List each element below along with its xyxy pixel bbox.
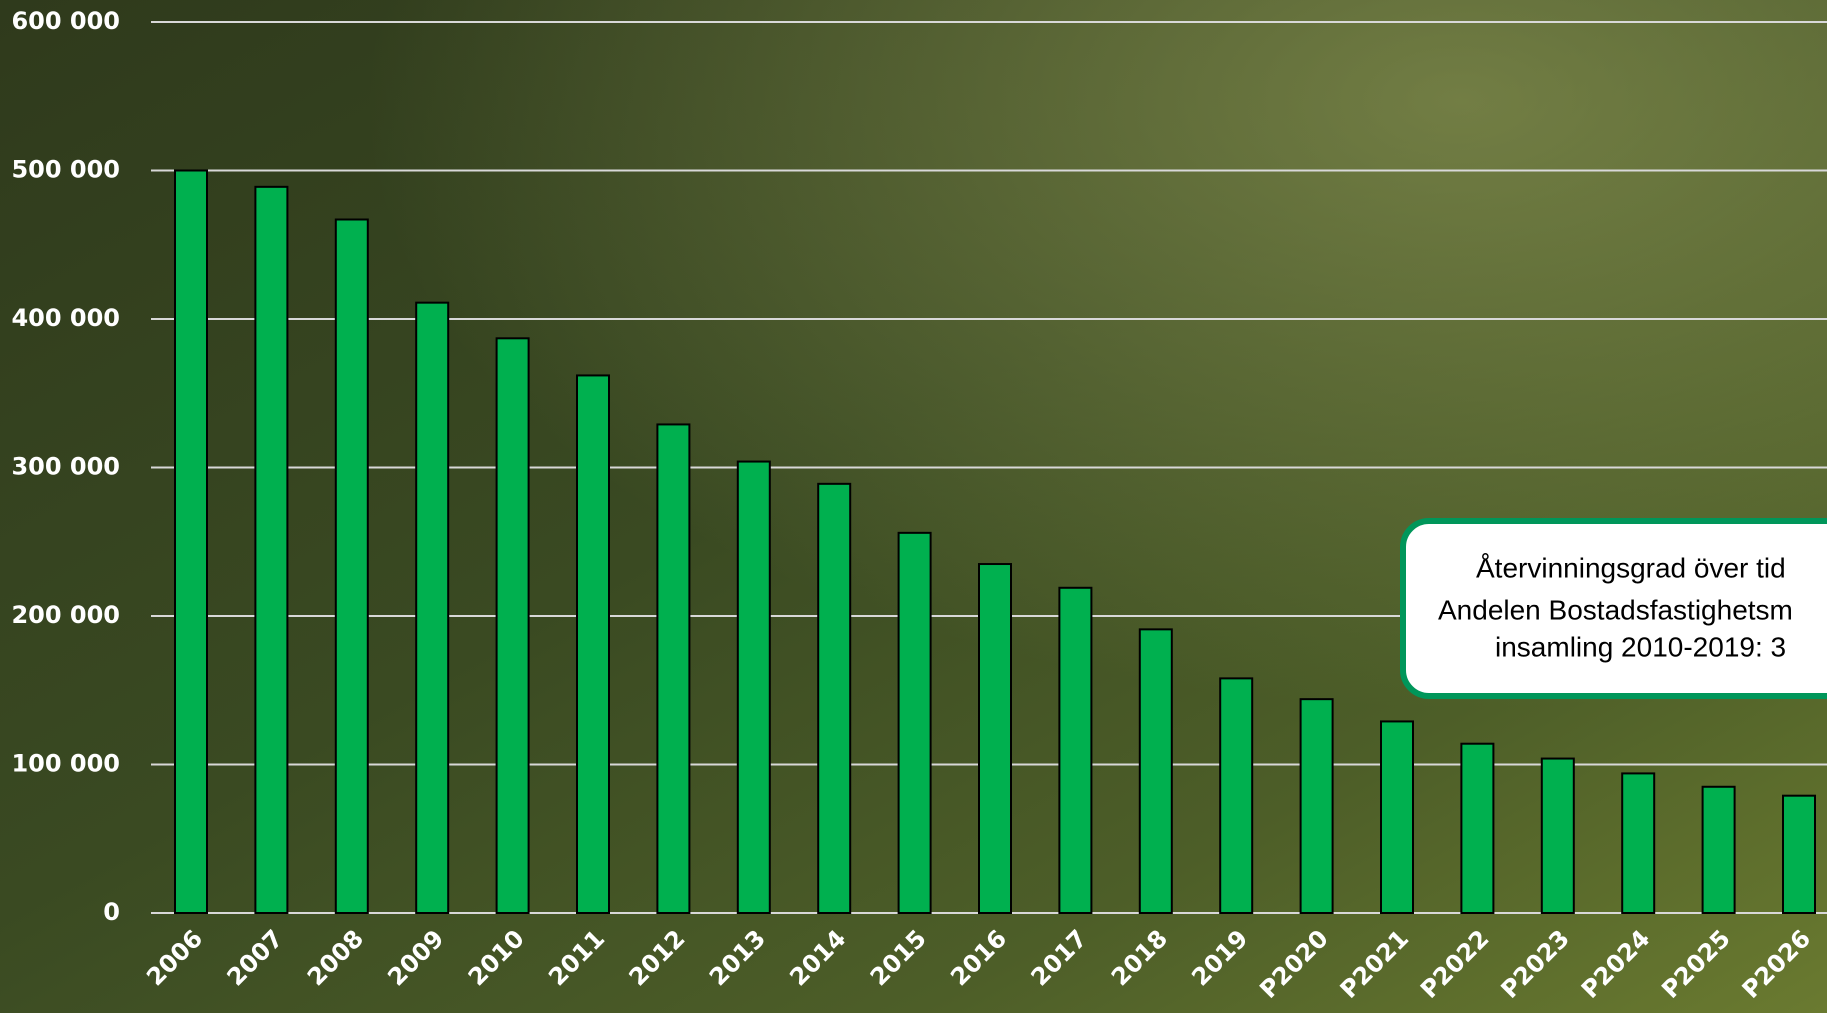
bar [1542, 759, 1574, 913]
bar [818, 484, 850, 913]
bar [1622, 773, 1654, 913]
bar [577, 375, 609, 913]
bar [738, 462, 770, 913]
y-tick-label: 200 000 [11, 601, 120, 629]
bar [336, 220, 368, 913]
page: 0 100 000 200 000 300 000 400 000 500 000 600 … [0, 0, 1827, 1013]
bar [657, 424, 689, 913]
annotation-text: Återvinningsgrad över tid [1476, 552, 1786, 583]
bar [497, 338, 529, 913]
bar [1783, 796, 1815, 913]
y-tick-label: 500 000 [11, 156, 120, 184]
bar [1301, 699, 1333, 913]
bar [899, 533, 931, 913]
bar [1703, 787, 1735, 913]
chart: 0 100 000 200 000 300 000 400 000 500 000 600 … [0, 0, 1827, 1013]
y-tick-label: 0 [103, 898, 120, 926]
bar [979, 564, 1011, 913]
bar [175, 171, 207, 914]
bar [1220, 678, 1252, 913]
y-tick-label: 400 000 [11, 304, 120, 332]
bar [416, 303, 448, 913]
bar [1461, 744, 1493, 913]
annotation-text: Andelen Bostadsfastighetsm [1438, 594, 1793, 625]
y-tick-label: 300 000 [11, 453, 120, 481]
bar [1140, 629, 1172, 913]
y-tick-label: 100 000 [11, 750, 120, 778]
bar [255, 187, 287, 913]
annotation-text: insamling 2010-2019: 3 [1495, 631, 1786, 662]
bar [1059, 588, 1091, 913]
y-tick-label: 600 000 [11, 7, 120, 35]
annotation: Återvinningsgrad över tid Andelen Bostad… [1403, 521, 1827, 696]
bar [1381, 721, 1413, 913]
